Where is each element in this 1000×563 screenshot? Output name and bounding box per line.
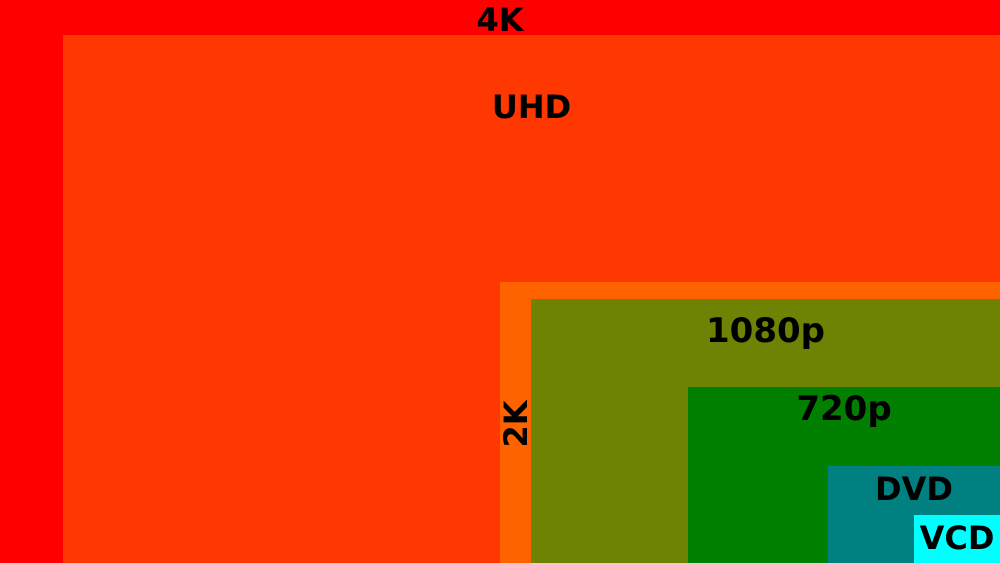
label-1080p: 1080p — [706, 311, 825, 351]
label-2k: 2K — [497, 400, 535, 448]
label-720p: 720p — [796, 389, 892, 429]
label-vcd: VCD — [919, 519, 995, 557]
label-4k: 4K — [476, 1, 524, 39]
region-vcd — [914, 515, 1000, 563]
label-uhd: UHD — [491, 88, 572, 126]
label-dvd: DVD — [875, 470, 953, 508]
